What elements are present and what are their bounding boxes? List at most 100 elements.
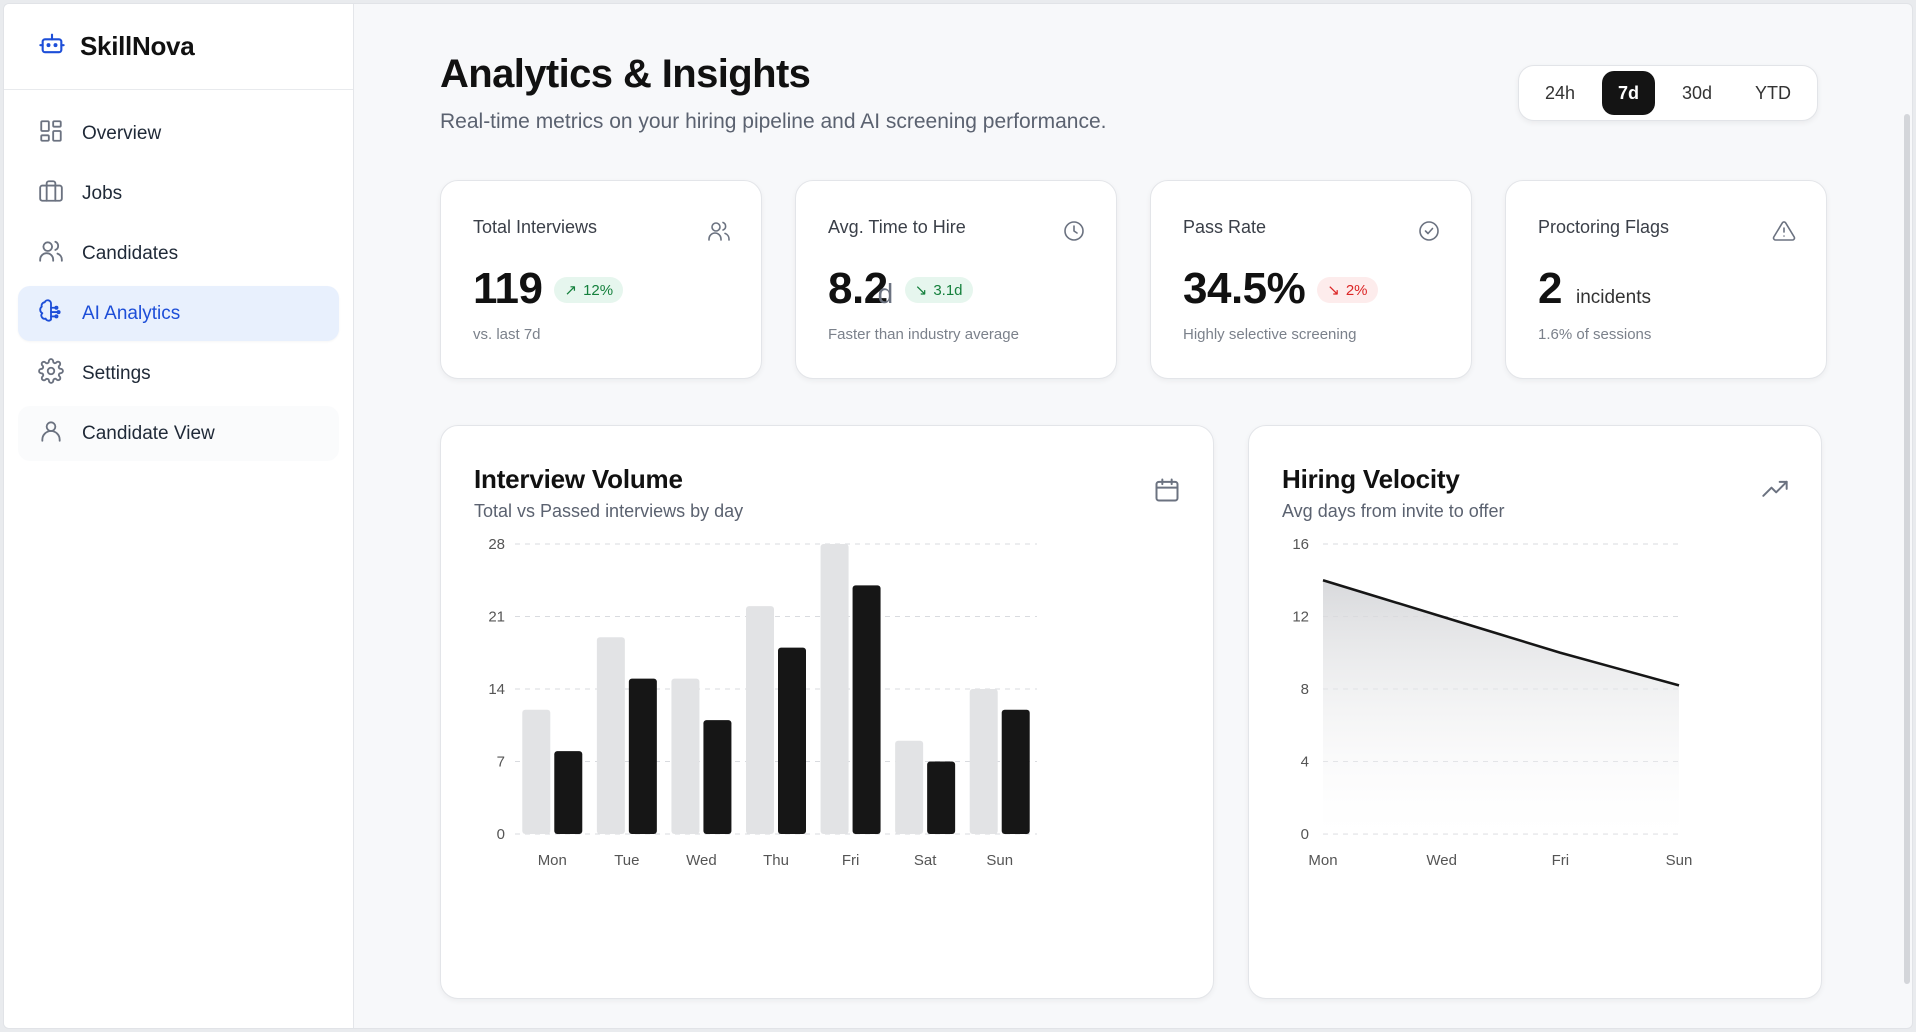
users-icon [38, 238, 64, 270]
bar-total [746, 606, 774, 834]
range-30d-button[interactable]: 30d [1681, 82, 1713, 103]
page-title: Analytics & Insights [440, 52, 811, 96]
y-tick-label: 0 [497, 826, 505, 843]
clock-icon [1062, 219, 1086, 243]
trend-badge: ↘ 2% [1317, 277, 1378, 303]
kpi-title: Avg. Time to Hire [828, 217, 966, 237]
sidebar-item-label: Overview [82, 122, 162, 144]
kpi-pass-rate: Pass Rate 34.5% ↘ 2% Highly selective sc… [1150, 180, 1472, 379]
kpi-total-interviews: Total Interviews 119 ↗ 12% vs. last 7d [440, 180, 762, 379]
kpi-value: 2 [1538, 264, 1562, 313]
y-tick-label: 14 [488, 681, 505, 698]
users-icon [707, 219, 731, 243]
x-tick-label: Wed [686, 852, 717, 869]
brand-name: SkillNova [80, 31, 195, 61]
kpi-title: Total Interviews [473, 217, 598, 237]
range-7d-button[interactable]: 7d [1602, 71, 1656, 115]
sidebar-item-label: Settings [82, 362, 151, 384]
range-ytd-button[interactable]: YTD [1754, 82, 1791, 103]
brand[interactable]: SkillNova [4, 4, 353, 90]
briefcase-icon [38, 178, 64, 210]
bar-total [969, 689, 998, 834]
x-tick-label: Mon [1308, 852, 1337, 869]
y-tick-label: 8 [1301, 681, 1309, 698]
bar-passed [778, 647, 806, 834]
y-tick-label: 16 [1292, 536, 1309, 553]
panel-title: Interview Volume [474, 464, 683, 494]
scrollbar[interactable] [1904, 114, 1910, 984]
bar-passed [703, 720, 732, 834]
kpi-value: 8.2d [828, 264, 893, 313]
y-tick-label: 7 [497, 754, 505, 771]
trend-badge: ↗ 12% [554, 277, 624, 303]
calendar-icon[interactable] [1153, 476, 1181, 504]
x-tick-label: Mon [538, 852, 567, 869]
y-tick-label: 0 [1301, 826, 1309, 843]
bar-total [596, 637, 625, 834]
x-tick-label: Fri [842, 852, 860, 869]
bar-passed [628, 678, 657, 834]
bar-total [895, 740, 924, 834]
bar-total [820, 544, 849, 834]
sidebar-item-candidate-view[interactable]: Candidate View [18, 406, 339, 461]
check-circle-icon [1417, 219, 1441, 243]
kpi-value: 34.5% [1183, 264, 1306, 313]
x-tick-label: Fri [1552, 852, 1570, 869]
sidebar-item-jobs[interactable]: Jobs [18, 166, 339, 221]
x-tick-label: Sun [986, 852, 1013, 869]
panel-title: Hiring Velocity [1282, 464, 1460, 494]
trending-up-icon[interactable] [1761, 476, 1789, 504]
bar-passed [927, 761, 956, 834]
y-tick-label: 12 [1292, 609, 1309, 626]
bar-total [522, 709, 551, 834]
sidebar-item-label: Candidate View [82, 422, 215, 444]
kpi-proctoring-flags: Proctoring Flags 2 incidents 1.6% of ses… [1505, 180, 1827, 379]
bar-passed [852, 585, 881, 834]
alert-triangle-icon [1772, 219, 1796, 243]
sidebar-item-overview[interactable]: Overview [18, 106, 339, 161]
kpi-title: Pass Rate [1183, 217, 1267, 237]
kpi-avg-time-to-hire: Avg. Time to Hire 8.2d ↘ 3.1d Faster tha… [795, 180, 1117, 379]
y-tick-label: 28 [488, 536, 505, 553]
robot-icon [38, 30, 66, 63]
panel-subtitle: Avg days from invite to offer [1282, 501, 1505, 521]
velocity-area [1323, 580, 1679, 834]
sidebar-item-candidates[interactable]: Candidates [18, 226, 339, 281]
x-tick-label: Tue [614, 852, 639, 869]
range-24h-button[interactable]: 24h [1545, 82, 1576, 103]
hiring-velocity-chart: 0 4 8 12 16 Mon Wed Fri Sun [1292, 536, 1693, 869]
trend-badge: ↘ 3.1d [904, 277, 973, 303]
kpi-cards: Total Interviews 119 ↗ 12% vs. last 7d A… [440, 180, 1827, 379]
badge-text: 3.1d [933, 281, 963, 299]
sidebar-item-ai-analytics[interactable]: AI Analytics [18, 286, 339, 341]
interview-volume-panel: Interview Volume Total vs Passed intervi… [440, 425, 1214, 999]
brain-icon [38, 298, 64, 330]
x-tick-label: Wed [1426, 852, 1457, 869]
velocity-line [1322, 579, 1680, 687]
sidebar-nav: Overview Jobs Candidates AI Analytics Se… [4, 90, 353, 482]
kpi-value: 119 [473, 264, 543, 313]
bar-passed [1001, 709, 1030, 834]
time-range-selector: 24h 7d 30d YTD [1518, 65, 1818, 121]
user-icon [38, 418, 64, 450]
kpi-note: Highly selective screening [1183, 326, 1357, 343]
sidebar-item-label: Candidates [82, 242, 179, 264]
sidebar-item-settings[interactable]: Settings [18, 346, 339, 401]
y-tick-label: 21 [488, 609, 505, 626]
kpi-note: 1.6% of sessions [1538, 326, 1652, 343]
x-tick-label: Sat [914, 852, 937, 869]
sidebar: SkillNova Overview Jobs Candidates AI An… [4, 4, 354, 1028]
badge-text: 12% [583, 281, 614, 299]
kpi-note: vs. last 7d [473, 326, 541, 343]
bar-passed [554, 751, 583, 834]
sidebar-item-label: AI Analytics [82, 302, 181, 324]
interview-volume-chart: 0 7 14 21 28 Mon Tue Wed Thu Fri Sat Sun [488, 536, 1037, 869]
y-tick-label: 4 [1301, 754, 1309, 771]
main-content: Analytics & Insights Real-time metrics o… [354, 4, 1912, 1028]
grid-icon [38, 118, 64, 150]
x-tick-label: Sun [1666, 852, 1693, 869]
panel-subtitle: Total vs Passed interviews by day [474, 501, 744, 521]
x-tick-label: Thu [763, 852, 789, 869]
kpi-note: Faster than industry average [828, 326, 1019, 343]
arrow-up-right-icon: ↗ [564, 282, 578, 299]
